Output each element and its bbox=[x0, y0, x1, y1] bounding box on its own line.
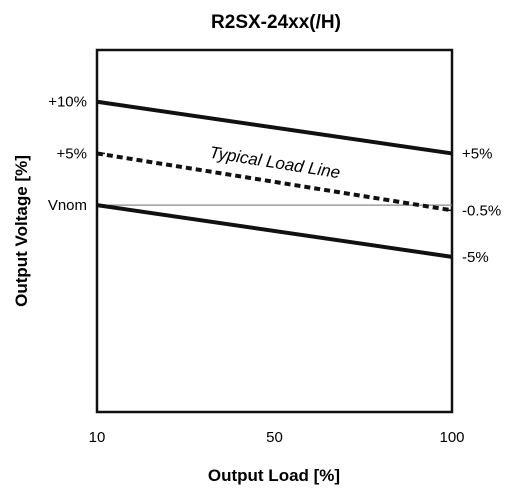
tick-layer: +10% +5% Vnom +5% -0.5% -5% 10 50 100 bbox=[48, 94, 501, 446]
x-axis-label: Output Load [%] bbox=[208, 466, 340, 485]
series-layer bbox=[96, 99, 453, 259]
x-tick-label-1: 50 bbox=[266, 429, 283, 446]
y-right-tick-label-2: -5% bbox=[462, 249, 489, 266]
x-tick-label-2: 100 bbox=[439, 429, 464, 446]
series-line-1 bbox=[96, 99, 453, 156]
plot-frame bbox=[95, 48, 454, 414]
chart-title: R2SX-24xx(/H) bbox=[211, 12, 341, 33]
y-left-tick-label-2: Vnom bbox=[48, 197, 87, 214]
series-line-3 bbox=[96, 203, 453, 259]
y-axis-label: Output Voltage [%] bbox=[12, 155, 31, 307]
y-left-tick-label-0: +10% bbox=[48, 94, 87, 111]
y-left-tick-label-1: +5% bbox=[57, 145, 87, 162]
y-right-tick-label-0: +5% bbox=[462, 145, 492, 162]
x-tick-label-0: 10 bbox=[89, 429, 106, 446]
y-right-tick-label-1: -0.5% bbox=[462, 202, 501, 219]
